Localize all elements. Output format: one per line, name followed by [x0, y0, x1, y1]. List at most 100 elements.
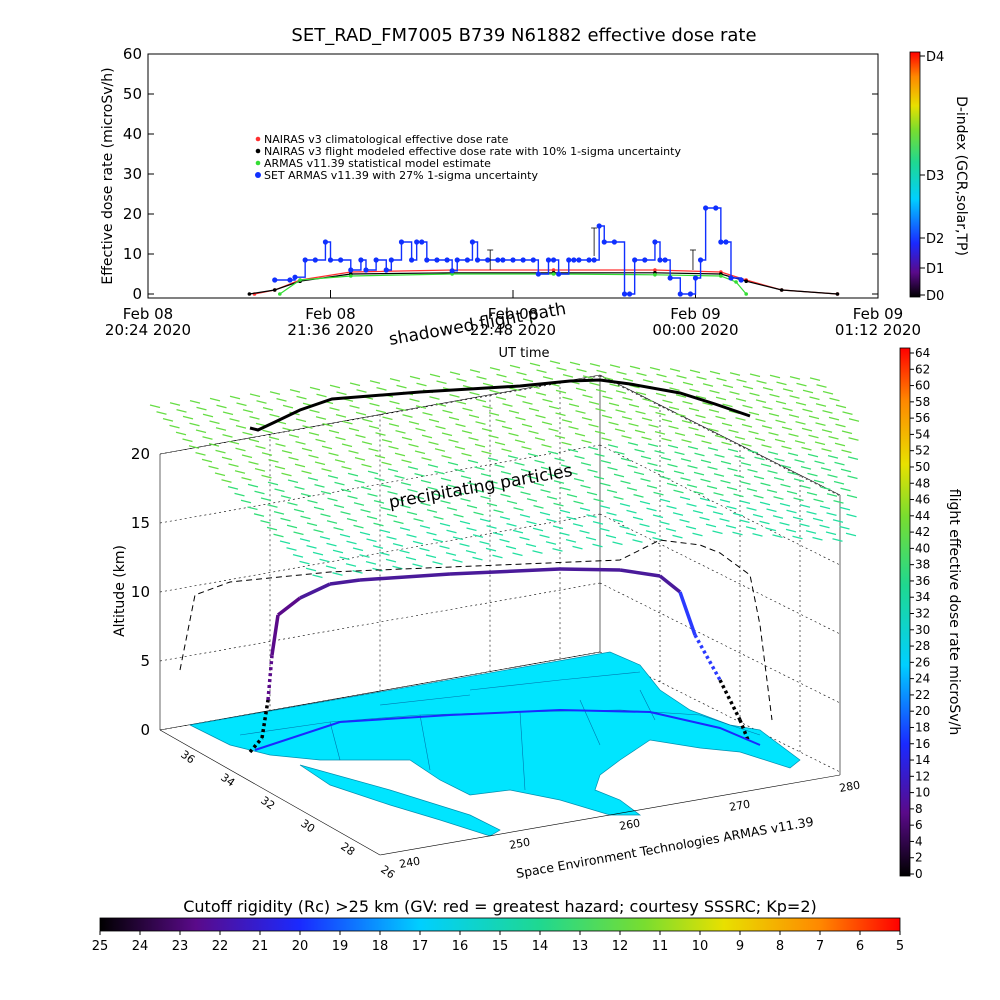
particle-dash	[592, 543, 603, 548]
particle-dash	[534, 437, 546, 441]
particle-dash	[800, 465, 812, 470]
particle-dash	[202, 413, 214, 418]
particle-dash	[274, 488, 285, 493]
particle-dash	[667, 463, 678, 468]
particle-dash	[341, 465, 352, 470]
particle-dash	[848, 418, 860, 422]
particle-dash	[342, 420, 353, 425]
particle-dash	[639, 500, 651, 505]
particle-dash	[682, 400, 693, 405]
particle-dash	[766, 508, 777, 513]
particle-dash	[441, 454, 452, 459]
particle-dash	[720, 460, 732, 465]
particle-dash	[716, 377, 727, 382]
particle-dash	[262, 429, 273, 434]
particle-dash	[448, 416, 460, 421]
particle-dash	[273, 510, 285, 515]
particle-dash	[827, 474, 838, 478]
particle-dash	[752, 532, 763, 537]
rc-tick-label: 16	[452, 939, 469, 954]
particle-dash	[359, 531, 371, 536]
particle-dash	[699, 516, 710, 521]
particle-dash	[693, 471, 705, 476]
rc-tick-label: 12	[612, 939, 629, 954]
rc-tick-label: 15	[492, 939, 509, 954]
particle-dash	[687, 464, 698, 469]
particle-dash	[700, 459, 712, 464]
particle-dash	[433, 493, 445, 498]
particle-dash	[754, 456, 765, 461]
particle-dash	[794, 459, 805, 463]
particle-dash	[482, 405, 493, 410]
series-3-point	[621, 291, 628, 297]
particle-dash	[706, 504, 717, 509]
particle-dash	[760, 463, 772, 468]
particle-dash	[375, 432, 386, 436]
particle-dash	[474, 466, 485, 471]
rc-tick-label: 23	[172, 939, 189, 954]
particle-dash	[240, 499, 252, 504]
flight-track	[248, 567, 761, 754]
particle-dash	[299, 538, 311, 542]
particle-dash	[495, 418, 506, 423]
cutoff-rigidity-title: Cutoff rigidity (Rc) >25 km (GV: red = g…	[183, 897, 817, 916]
series-2-point	[298, 278, 302, 282]
particle-dash	[349, 382, 361, 387]
particle-dash	[552, 547, 563, 552]
series-1-point	[247, 292, 252, 296]
particle-dash	[733, 493, 744, 498]
particle-dash	[379, 529, 391, 534]
y-tick-label: 0	[132, 285, 142, 303]
particle-dash	[739, 500, 751, 505]
particle-dash	[800, 485, 811, 489]
particle-dash	[294, 463, 306, 468]
particle-dash	[708, 428, 719, 432]
particle-dash	[625, 532, 637, 537]
flight-track-segment	[693, 634, 722, 681]
particle-dash	[353, 502, 365, 506]
particle-dash	[742, 404, 753, 409]
particle-dash	[795, 401, 807, 406]
particle-dash	[325, 565, 337, 570]
particle-dash	[665, 527, 677, 532]
particle-dash	[589, 382, 600, 386]
particle-dash	[469, 391, 480, 396]
dose-tick-label: 2	[915, 851, 923, 865]
rc-tick-label: 20	[292, 939, 309, 954]
particle-dash	[400, 481, 412, 486]
particle-dash	[302, 425, 313, 429]
particle-dash	[681, 419, 693, 424]
particle-dash	[474, 443, 486, 448]
particle-dash	[573, 500, 584, 505]
dose-tick-label: 44	[915, 509, 930, 523]
rc-tick-label: 9	[736, 939, 744, 954]
series-3-point	[632, 257, 638, 263]
particle-dash	[466, 527, 477, 532]
particle-dash	[772, 515, 784, 519]
particle-dash	[562, 373, 574, 378]
particle-dash	[333, 504, 345, 509]
particle-dash	[453, 491, 465, 495]
series-3-point	[601, 239, 607, 245]
particle-dash	[596, 369, 607, 374]
particle-dash	[215, 449, 226, 454]
particle-dash	[472, 534, 484, 538]
particle-dash	[328, 452, 339, 457]
particle-dash	[627, 441, 639, 446]
particle-dash	[447, 461, 459, 466]
particle-dash	[680, 477, 691, 482]
particle-dash	[653, 491, 664, 496]
particle-dash	[699, 497, 711, 502]
dose-tick-label: 34	[915, 590, 930, 604]
particle-dash	[572, 523, 584, 527]
particle-dash	[415, 427, 426, 432]
dose-tick-label: 36	[915, 574, 930, 588]
particle-dash	[568, 403, 580, 408]
series-3-point	[272, 277, 278, 283]
particle-dash	[701, 421, 713, 426]
particle-dash	[686, 484, 698, 488]
particle-dash	[660, 456, 672, 461]
particle-dash	[327, 474, 339, 479]
series-3-point	[576, 257, 582, 263]
